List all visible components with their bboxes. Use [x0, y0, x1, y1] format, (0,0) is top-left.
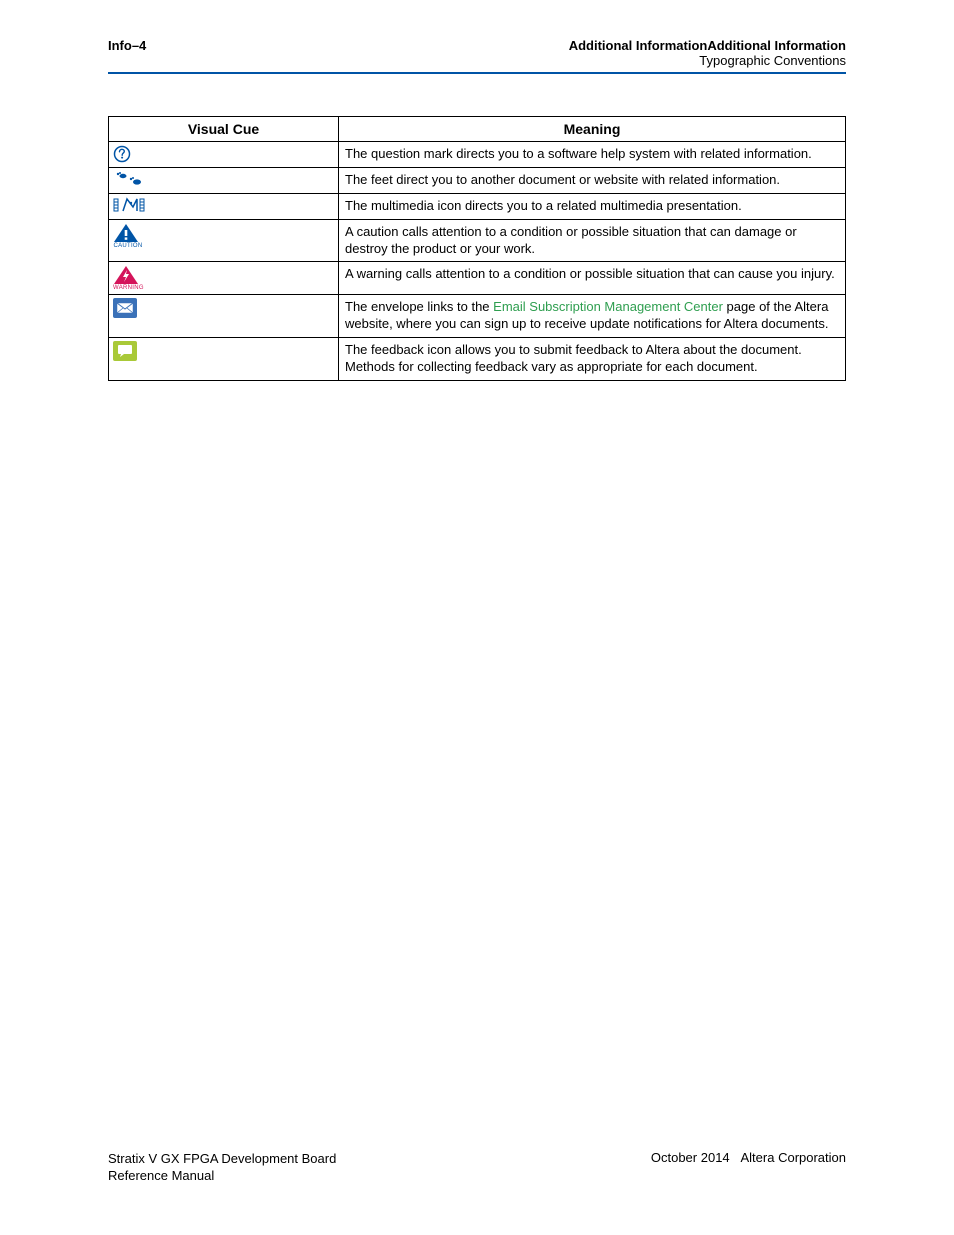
table-row: The question mark directs you to a softw…	[109, 142, 846, 168]
visual-cue-cell	[109, 142, 339, 168]
meaning-text: The multimedia icon directs you to a rel…	[345, 198, 742, 213]
table-row: The feedback icon allows you to submit f…	[109, 338, 846, 381]
column-header-visual-cue: Visual Cue	[109, 117, 339, 142]
meaning-cell: A caution calls attention to a condition…	[339, 219, 846, 262]
feet-icon	[113, 171, 149, 187]
meaning-text: The question mark directs you to a softw…	[345, 146, 812, 161]
table-row: The envelope links to the Email Subscrip…	[109, 295, 846, 338]
footer-date: October 2014	[651, 1150, 730, 1165]
visual-cue-cell: WARNING	[109, 262, 339, 295]
envelope-icon	[113, 298, 137, 318]
meaning-cell: The feet direct you to another document …	[339, 167, 846, 193]
caution-icon	[113, 223, 139, 243]
table-row: The feet direct you to another document …	[109, 167, 846, 193]
meaning-text: A warning calls attention to a condition…	[345, 266, 835, 281]
footer-right: October 2014 Altera Corporation	[651, 1150, 846, 1185]
visual-cue-cell	[109, 193, 339, 219]
conventions-table: Visual Cue Meaning The question mark dir…	[108, 116, 846, 381]
page-header: Info–4 Additional InformationAdditional …	[108, 38, 846, 74]
page-footer: Stratix V GX FPGA Development Board Refe…	[108, 1150, 846, 1185]
meaning-text: The feet direct you to another document …	[345, 172, 780, 187]
meaning-cell: The feedback icon allows you to submit f…	[339, 338, 846, 381]
email-subscription-link[interactable]: Email Subscription Management Center	[493, 299, 723, 314]
page-number: Info–4	[108, 38, 146, 53]
feedback-icon	[113, 341, 137, 361]
section-title: Additional InformationAdditional Informa…	[569, 38, 846, 53]
meaning-text: The feedback icon allows you to submit f…	[345, 342, 802, 374]
question-mark-icon	[113, 145, 131, 163]
meaning-cell: A warning calls attention to a condition…	[339, 262, 846, 295]
visual-cue-cell	[109, 338, 339, 381]
visual-cue-cell: CAUTION	[109, 219, 339, 262]
meaning-text: A caution calls attention to a condition…	[345, 224, 797, 256]
footer-corporation: Altera Corporation	[741, 1150, 847, 1165]
multimedia-icon	[113, 197, 149, 213]
document-subtitle: Reference Manual	[108, 1167, 336, 1185]
table-row: The multimedia icon directs you to a rel…	[109, 193, 846, 219]
warning-label: WARNING	[113, 285, 143, 291]
footer-left: Stratix V GX FPGA Development Board Refe…	[108, 1150, 336, 1185]
meaning-cell: The multimedia icon directs you to a rel…	[339, 193, 846, 219]
section-subtitle: Typographic Conventions	[569, 53, 846, 68]
table-row: WARNING A warning calls attention to a c…	[109, 262, 846, 295]
page-header-right: Additional InformationAdditional Informa…	[569, 38, 846, 68]
warning-icon	[113, 265, 139, 285]
document-title: Stratix V GX FPGA Development Board	[108, 1150, 336, 1168]
meaning-text: The envelope links to the	[345, 299, 493, 314]
visual-cue-cell	[109, 167, 339, 193]
table-row: CAUTION A caution calls attention to a c…	[109, 219, 846, 262]
meaning-cell: The envelope links to the Email Subscrip…	[339, 295, 846, 338]
column-header-meaning: Meaning	[339, 117, 846, 142]
caution-label: CAUTION	[113, 243, 143, 249]
meaning-cell: The question mark directs you to a softw…	[339, 142, 846, 168]
visual-cue-cell	[109, 295, 339, 338]
